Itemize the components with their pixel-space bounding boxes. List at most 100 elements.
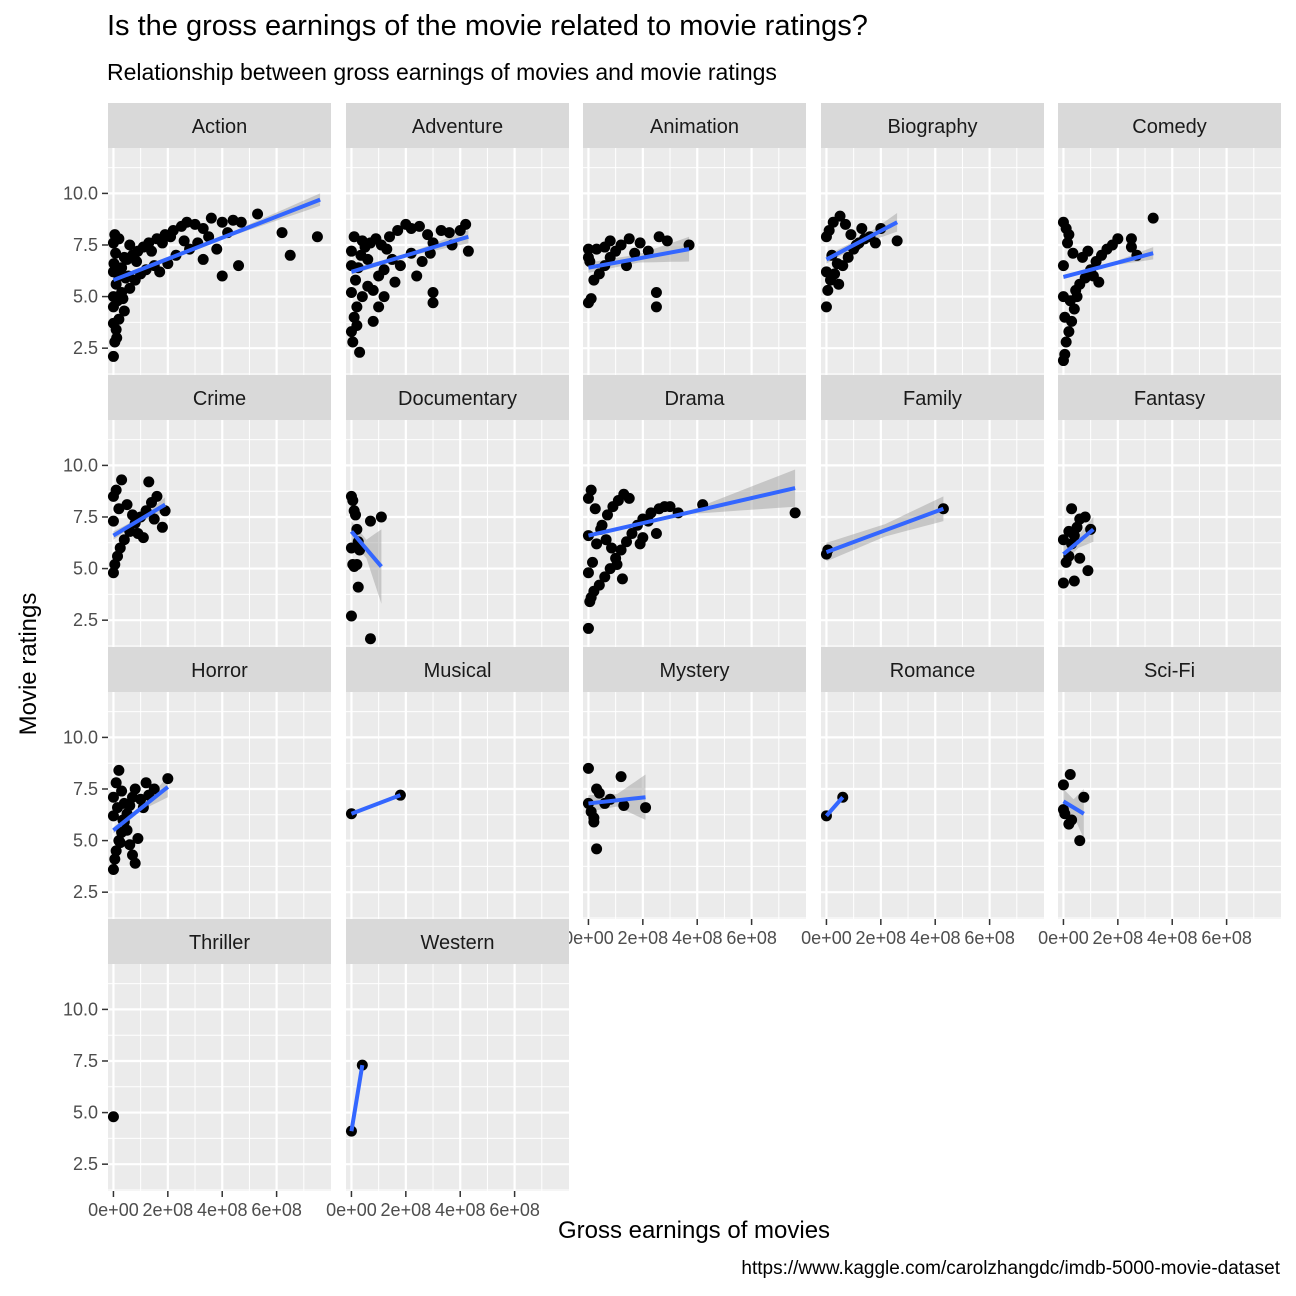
data-point [833, 278, 845, 290]
data-point [1057, 577, 1069, 589]
data-point [354, 346, 366, 358]
fit-line [588, 247, 690, 270]
chart-caption: https://www.kaggle.com/carolzhangdc/imdb… [741, 1258, 1280, 1279]
data-point [311, 231, 323, 243]
data-point [347, 336, 359, 348]
data-point [124, 839, 136, 851]
data-point [205, 212, 217, 224]
data-point [582, 567, 594, 579]
facet-strip [1058, 103, 1281, 148]
data-point [384, 231, 396, 243]
data-point [645, 507, 657, 519]
fit-line [1062, 527, 1095, 556]
data-point [1057, 779, 1069, 791]
data-point [348, 311, 360, 323]
data-point [114, 542, 126, 554]
data-point [197, 222, 209, 234]
data-point [356, 291, 368, 303]
fit-line [1062, 799, 1085, 816]
data-point [462, 245, 474, 257]
facet-strip-label: Adventure [412, 116, 503, 138]
y-tick-label: 7.5 [73, 235, 98, 255]
data-point [178, 235, 190, 247]
data-point [820, 266, 832, 278]
y-tick-label: 7.5 [73, 779, 98, 799]
facet-strip [821, 647, 1044, 692]
data-point [634, 237, 646, 249]
data-point [626, 528, 638, 539]
facet-strip [583, 647, 806, 692]
data-point [107, 810, 119, 822]
data-point [650, 286, 662, 298]
data-point [1074, 552, 1086, 564]
data-point [1074, 835, 1086, 847]
data-point [113, 503, 125, 515]
y-tick-label: 2.5 [73, 1154, 98, 1174]
data-point [121, 499, 133, 511]
data-point [110, 845, 122, 857]
data-point [148, 783, 160, 795]
facet-strip [108, 919, 331, 964]
data-point [148, 513, 160, 525]
data-point [124, 282, 136, 294]
facet-strip-label: Family [903, 388, 962, 410]
panel-background [346, 964, 569, 1191]
data-point [820, 301, 832, 313]
data-point [252, 208, 264, 220]
facet-strip [821, 103, 1044, 148]
facet-panel-western: Western 0e+00 2e+08 4e+08 6e+08 [326, 919, 569, 1220]
x-tick-label: 2e+08 [1093, 928, 1144, 948]
facet-strip-label: Romance [890, 660, 976, 682]
data-point [373, 301, 385, 313]
data-point [378, 291, 390, 303]
data-point [621, 536, 633, 548]
data-point [589, 503, 601, 515]
fit-line [349, 1064, 365, 1132]
facet-strip [583, 375, 806, 420]
data-point [107, 791, 119, 803]
data-point [143, 476, 155, 488]
facet-panel-biography: Biography [820, 103, 1044, 375]
data-point [634, 538, 646, 550]
facet-panel-family: Family [820, 375, 1044, 647]
data-point [1079, 511, 1091, 523]
data-point [615, 239, 627, 251]
chart-subtitle: Relationship between gross earnings of m… [107, 59, 777, 85]
x-tick-label: 6e+08 [964, 928, 1015, 948]
x-tick-label: 2e+08 [143, 1200, 194, 1220]
data-point [1067, 247, 1079, 259]
data-point [422, 229, 434, 241]
data-point [834, 210, 846, 222]
data-point [789, 507, 801, 519]
data-point [601, 509, 613, 521]
data-point [1064, 769, 1076, 781]
data-point [352, 581, 364, 593]
facet-strip-label: Documentary [398, 388, 517, 410]
data-point [118, 251, 130, 263]
x-tick-label: 4e+08 [672, 928, 723, 948]
data-point [1068, 575, 1080, 587]
data-point [140, 777, 152, 789]
data-point [356, 235, 368, 247]
facet-strip [346, 103, 569, 148]
data-point [600, 534, 612, 546]
facet-panel-sci-fi: Sci-Fi 0e+00 2e+08 4e+08 6e+08 [1038, 647, 1281, 948]
data-point [1125, 241, 1137, 253]
facet-panel-fantasy: Fantasy [1057, 375, 1281, 647]
data-point [113, 764, 125, 776]
data-point [1071, 521, 1083, 533]
data-point [276, 227, 288, 239]
data-point [587, 556, 599, 568]
data-point [591, 538, 603, 550]
facet-strip [108, 103, 331, 148]
data-point [1125, 233, 1137, 245]
data-point [110, 278, 122, 290]
data-point [869, 237, 881, 249]
y-tick-label: 7.5 [73, 507, 98, 527]
x-tick-label: 0e+00 [801, 928, 852, 948]
y-tick-label: 5.0 [73, 287, 98, 307]
fit-line [350, 793, 402, 816]
facet-strip-label: Sci-Fi [1144, 660, 1195, 682]
x-tick-label: 2e+08 [618, 928, 669, 948]
data-point [351, 558, 363, 570]
